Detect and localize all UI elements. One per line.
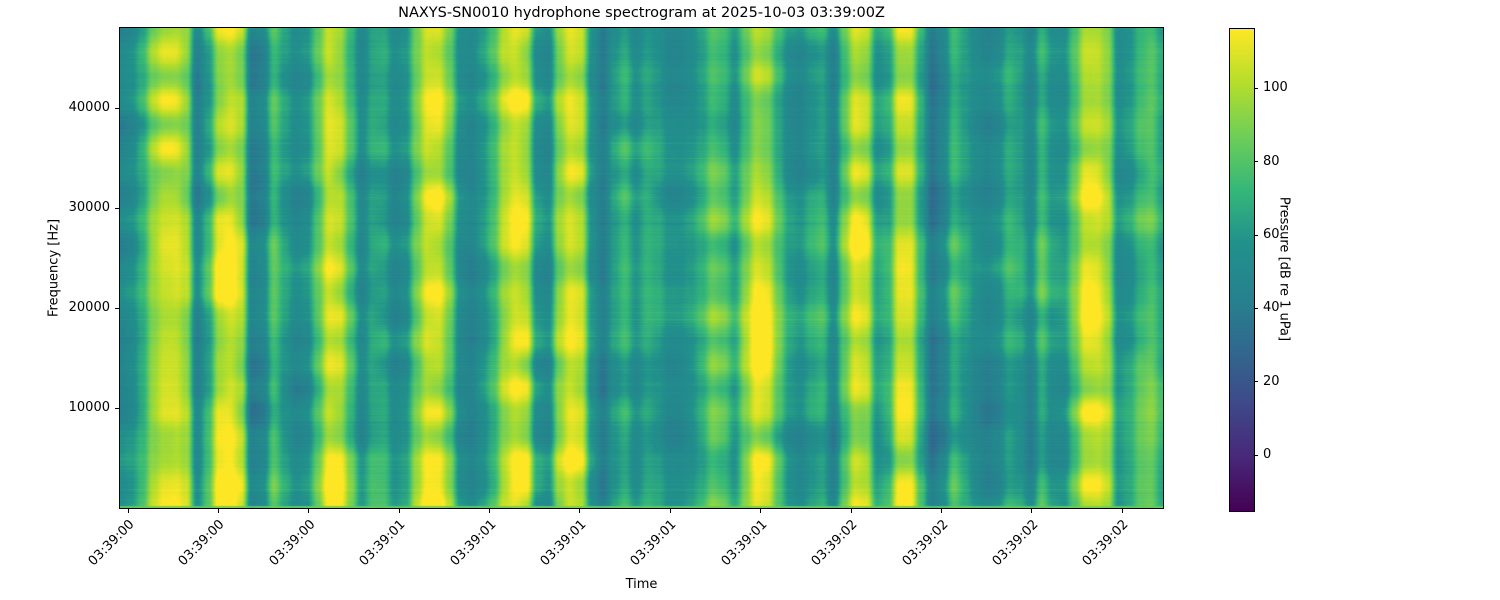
y-tick-label: 10000 bbox=[68, 400, 110, 415]
y-tick-mark bbox=[115, 307, 120, 309]
x-tick-label: 03:39:00 bbox=[85, 517, 138, 570]
colorbar-tick-mark bbox=[1254, 454, 1258, 456]
x-tick-mark bbox=[1031, 508, 1033, 513]
colorbar-tick-label: 20 bbox=[1263, 373, 1280, 389]
colorbar bbox=[1229, 28, 1255, 512]
colorbar-tick-mark bbox=[1254, 87, 1258, 89]
x-tick-mark bbox=[579, 508, 581, 513]
spectrogram-image bbox=[120, 28, 1163, 508]
x-tick-label: 03:39:01 bbox=[718, 517, 771, 570]
x-tick-label: 03:39:00 bbox=[175, 517, 228, 570]
x-tick-label: 03:39:00 bbox=[266, 517, 319, 570]
colorbar-tick-label: 0 bbox=[1263, 447, 1272, 463]
x-tick-label: 03:39:02 bbox=[899, 517, 952, 570]
x-tick-mark bbox=[760, 508, 762, 513]
x-tick-mark bbox=[127, 508, 129, 513]
x-tick-mark bbox=[669, 508, 671, 513]
x-tick-label: 03:39:01 bbox=[627, 517, 680, 570]
colorbar-label: Pressure [dB re 1 uPa] bbox=[1276, 196, 1292, 342]
x-tick-label: 03:39:02 bbox=[808, 517, 861, 570]
x-tick-label: 03:39:02 bbox=[989, 517, 1042, 570]
colorbar-tick-mark bbox=[1254, 234, 1258, 236]
y-tick-mark bbox=[115, 207, 120, 209]
x-tick-label: 03:39:01 bbox=[537, 517, 590, 570]
x-tick-mark bbox=[1121, 508, 1123, 513]
colorbar-tick-label: 100 bbox=[1263, 80, 1288, 96]
y-tick-label: 20000 bbox=[68, 300, 110, 315]
y-tick-mark bbox=[115, 407, 120, 409]
x-tick-mark bbox=[308, 508, 310, 513]
y-tick-label: 40000 bbox=[68, 100, 110, 115]
x-tick-mark bbox=[941, 508, 943, 513]
x-tick-label: 03:39:01 bbox=[356, 517, 409, 570]
spectrogram-plot-area bbox=[120, 28, 1163, 508]
x-tick-mark bbox=[489, 508, 491, 513]
colorbar-tick-mark bbox=[1254, 381, 1258, 383]
colorbar-tick-label: 80 bbox=[1263, 153, 1280, 169]
x-axis-label: Time bbox=[625, 577, 658, 592]
y-tick-label: 30000 bbox=[68, 200, 110, 215]
y-axis-label: Frequency [Hz] bbox=[46, 218, 62, 318]
x-tick-label: 03:39:01 bbox=[447, 517, 500, 570]
x-tick-mark bbox=[850, 508, 852, 513]
y-tick-mark bbox=[115, 107, 120, 109]
colorbar-tick-label: 40 bbox=[1263, 300, 1280, 316]
x-tick-mark bbox=[217, 508, 219, 513]
x-tick-mark bbox=[398, 508, 400, 513]
x-tick-label: 03:39:02 bbox=[1080, 517, 1132, 570]
colorbar-tick-mark bbox=[1254, 307, 1258, 309]
colorbar-tick-mark bbox=[1254, 161, 1258, 163]
chart-title: NAXYS-SN0010 hydrophone spectrogram at 2… bbox=[398, 5, 885, 21]
colorbar-tick-label: 60 bbox=[1263, 227, 1280, 243]
